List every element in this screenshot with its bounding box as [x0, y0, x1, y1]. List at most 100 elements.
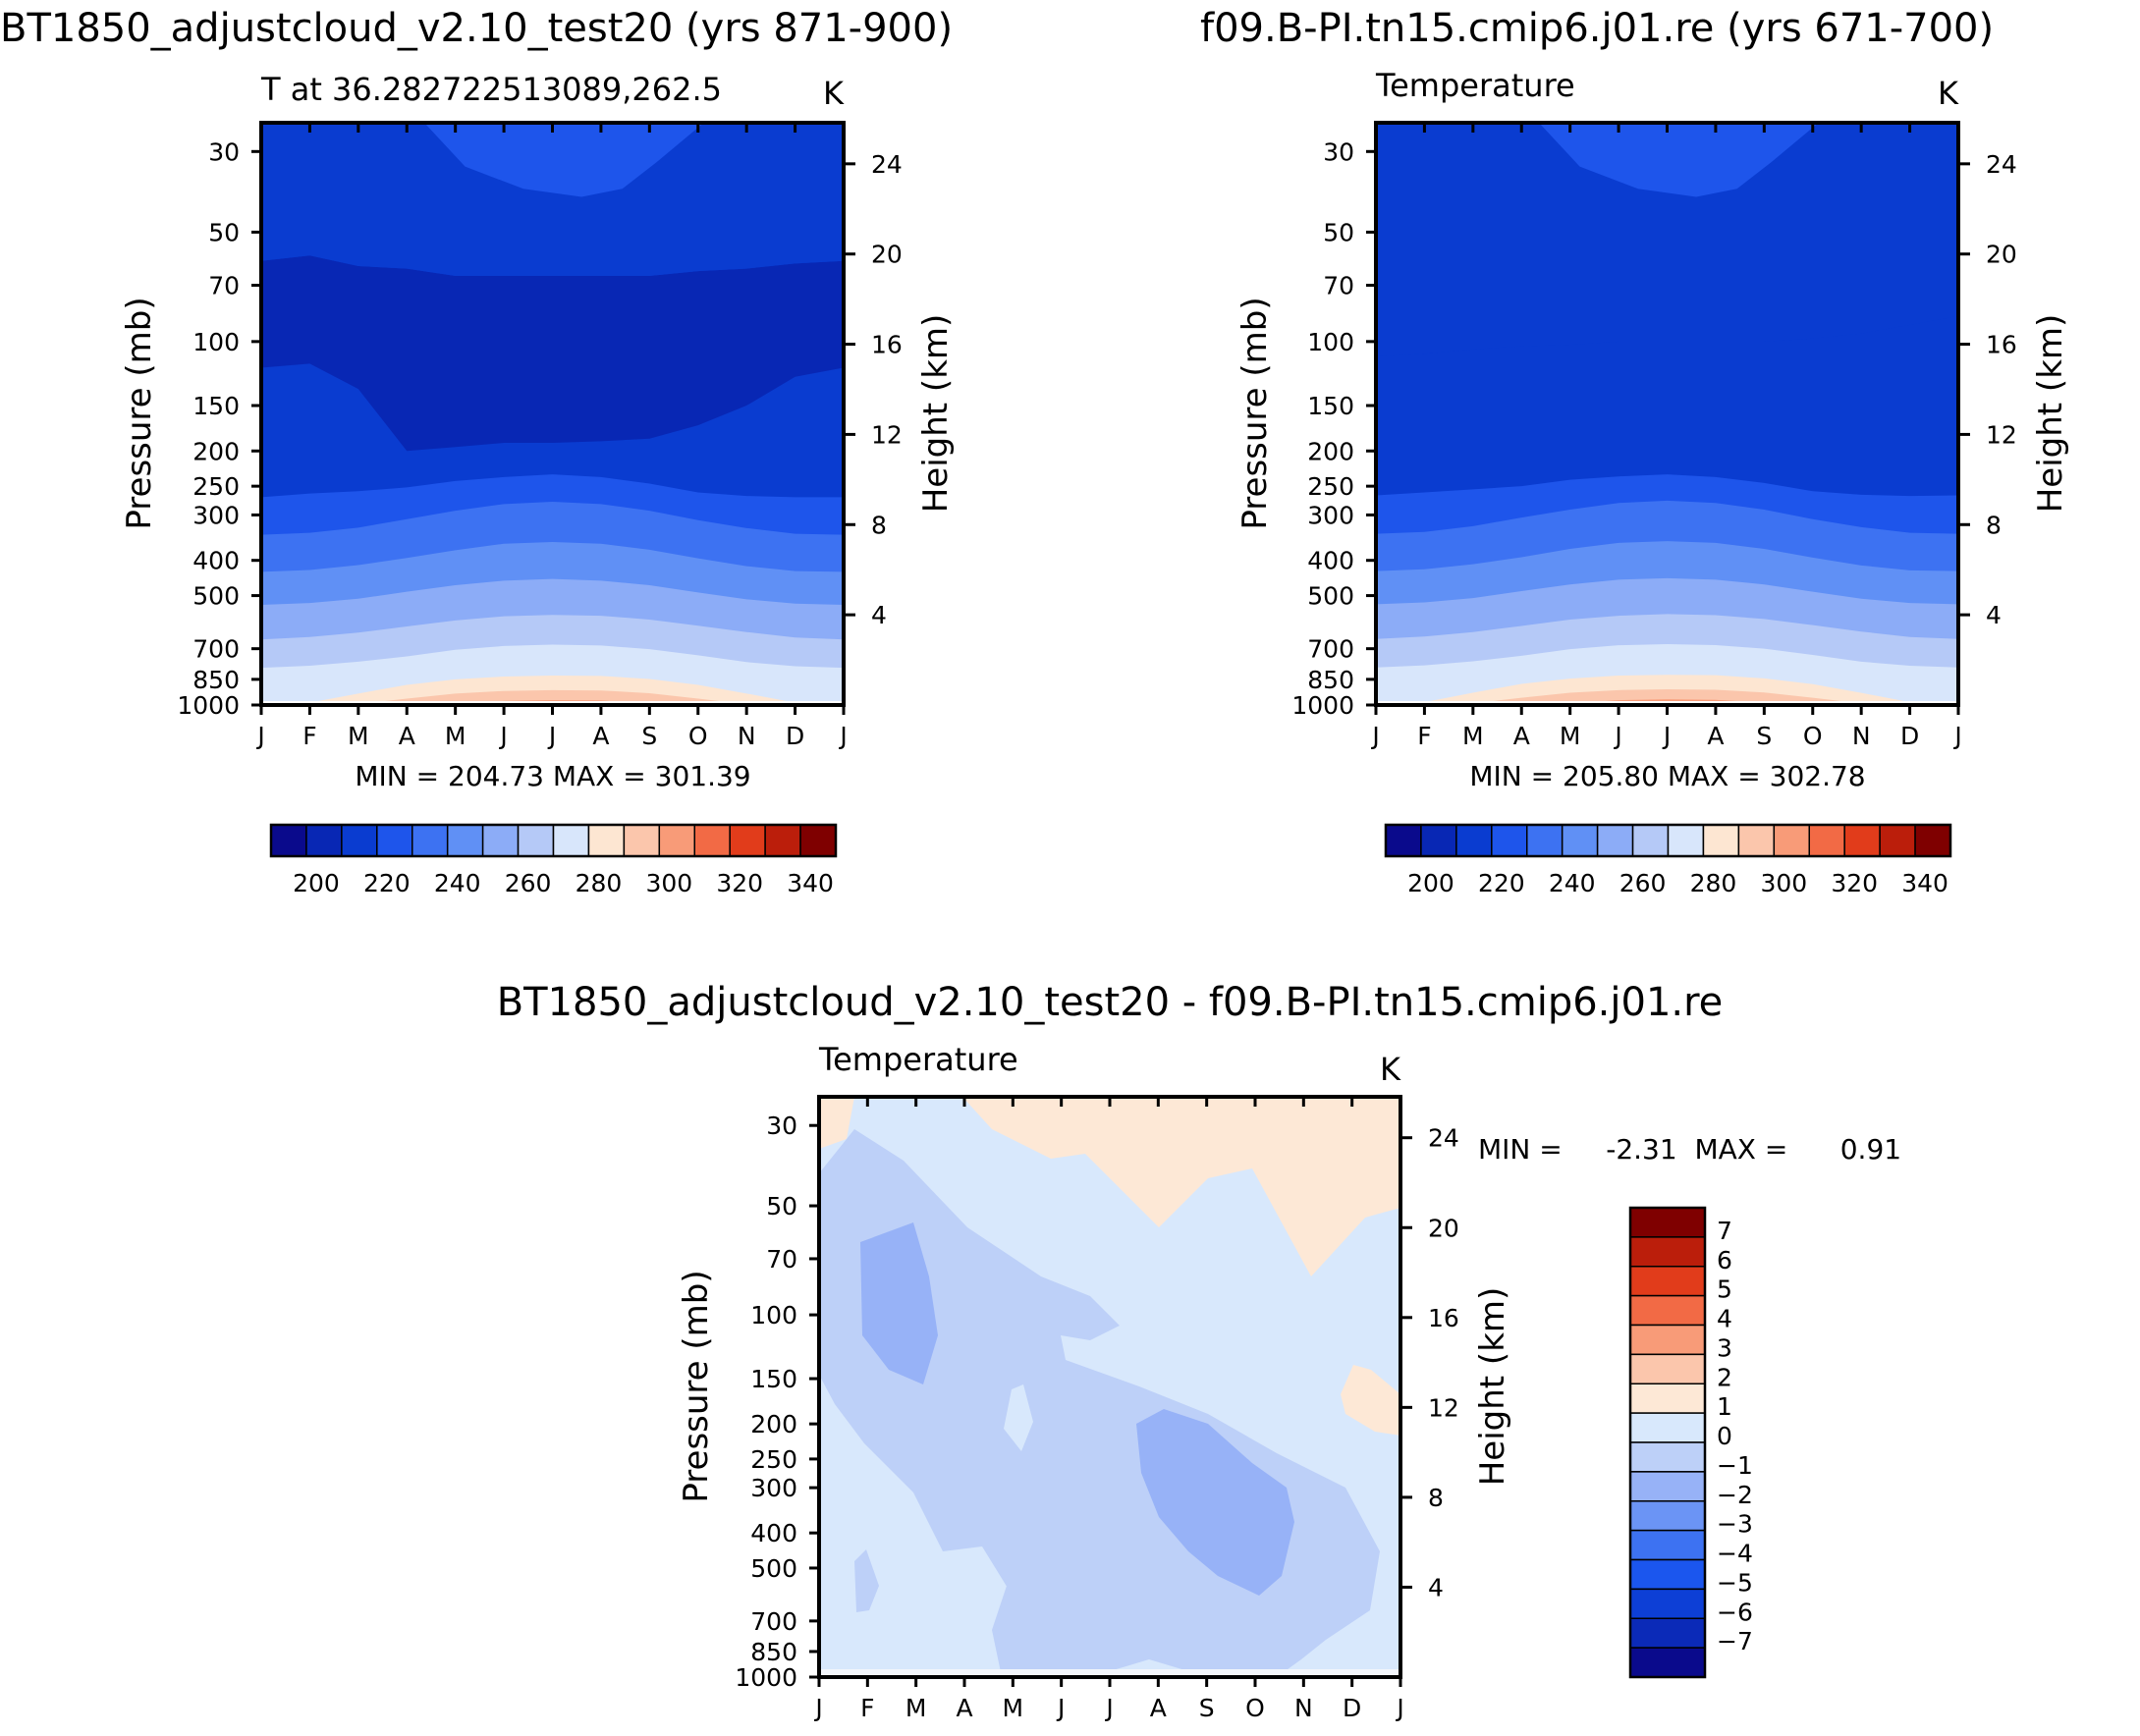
colorbar-swatch — [1629, 1529, 1706, 1561]
right-min-max-stats: MIN = 205.80 MAX = 302.78 — [1469, 760, 1865, 792]
y-tick-label: 100 — [750, 1301, 797, 1329]
x-tick-label: J — [1662, 722, 1671, 750]
y-tick-label: 200 — [192, 437, 240, 465]
y-tick-label: 30 — [208, 137, 240, 166]
diff-fill-positive-dec — [1341, 1365, 1400, 1436]
colorbar-label: 200 — [293, 869, 340, 897]
colorbar-label: −1 — [1717, 1451, 1753, 1480]
height-tick-label: 8 — [1986, 511, 2002, 539]
colorbar-swatch — [623, 824, 661, 857]
colorbar-swatch — [1629, 1617, 1706, 1649]
colorbar-swatch — [1629, 1647, 1706, 1678]
colorbar-swatch — [1420, 824, 1457, 857]
height-tick-label: 16 — [1428, 1304, 1459, 1332]
x-tick-label: M — [1462, 722, 1484, 750]
right-right-axis: 24 20 16 12 8 4 — [1958, 150, 2017, 629]
colorbar-label: 280 — [1690, 869, 1737, 897]
diff-figure-title: BT1850_adjustcloud_v2.10_test20 - f09.B-… — [497, 980, 1724, 1025]
y-tick-label: 300 — [1307, 501, 1354, 529]
colorbar-swatch — [1629, 1324, 1706, 1356]
height-tick-label: 24 — [1428, 1124, 1459, 1153]
y-tick-label: 200 — [1307, 437, 1354, 465]
x-tick-label: D — [786, 722, 804, 750]
y-tick-label: 400 — [750, 1519, 797, 1547]
left-y-axis-label: Pressure (mb) — [120, 297, 159, 529]
colorbar-swatch — [1629, 1294, 1706, 1327]
colorbar-swatch — [412, 824, 449, 857]
x-tick-label: J — [1056, 1694, 1065, 1722]
right-colorbar: 200 220 240 260 280 300 320 340 — [1384, 823, 1952, 897]
colorbar-swatch — [1385, 824, 1422, 857]
colorbar-swatch — [1526, 824, 1564, 857]
x-tick-label: M — [1003, 1694, 1024, 1722]
colorbar-label: 260 — [505, 869, 552, 897]
x-tick-label: S — [1756, 722, 1772, 750]
colorbar-label: −5 — [1717, 1568, 1753, 1597]
x-tick-label: A — [1707, 722, 1724, 750]
height-tick-label: 4 — [1428, 1573, 1444, 1601]
contour-band — [1376, 123, 1958, 357]
height-tick-label: 20 — [1428, 1214, 1459, 1242]
colorbar-swatch — [1629, 1471, 1706, 1502]
contour-band — [1376, 688, 1958, 705]
colorbar-swatch — [658, 824, 695, 857]
y-tick-label: 700 — [1307, 635, 1354, 664]
height-tick-label: 8 — [871, 511, 887, 539]
colorbar-swatch — [1629, 1353, 1706, 1384]
x-tick-label: J — [838, 722, 847, 750]
diff-fill-positive-upper-left — [819, 1097, 854, 1149]
x-tick-label: S — [641, 722, 657, 750]
x-tick-label: M — [348, 722, 369, 750]
y-tick-label: 400 — [1307, 547, 1354, 575]
colorbar-label: 2 — [1717, 1363, 1732, 1391]
height-tick-label: 8 — [1428, 1484, 1444, 1512]
colorbar-swatch — [1914, 824, 1951, 857]
y-tick-label: 500 — [192, 582, 240, 611]
right-y-axis-label: Pressure (mb) — [1235, 297, 1275, 529]
colorbar-label: −6 — [1717, 1598, 1753, 1626]
colorbar-swatch — [1596, 824, 1634, 857]
colorbar-swatch — [270, 824, 307, 857]
y-tick-label: 250 — [192, 472, 240, 501]
colorbar-swatch — [446, 824, 484, 857]
y-tick-label: 850 — [750, 1638, 797, 1666]
colorbar-swatch — [1629, 1441, 1706, 1473]
colorbar-label: −4 — [1717, 1540, 1753, 1568]
colorbar-swatch — [764, 824, 801, 857]
colorbar-swatch — [1737, 824, 1776, 857]
left-figure-title: BT1850_adjustcloud_v2.10_test20 (yrs 871… — [0, 6, 953, 51]
height-tick-label: 24 — [871, 150, 903, 179]
colorbar-label: 4 — [1717, 1305, 1732, 1333]
left-colorbar: 200 220 240 260 280 300 320 340 — [269, 823, 838, 897]
colorbar-label: 1 — [1717, 1392, 1732, 1421]
x-tick-label: A — [399, 722, 415, 750]
x-tick-label: J — [547, 722, 556, 750]
x-tick-label: M — [445, 722, 466, 750]
colorbar-swatch — [729, 824, 766, 857]
colorbar-swatch — [1561, 824, 1599, 857]
colorbar-swatch — [587, 824, 626, 857]
x-tick-label: N — [738, 722, 756, 750]
y-tick-label: 500 — [750, 1554, 797, 1583]
colorbar-swatch — [305, 824, 343, 857]
colorbar-label: −7 — [1717, 1627, 1753, 1655]
y-tick-label: 250 — [1307, 472, 1354, 501]
right-units-label: K — [1938, 75, 1959, 112]
y-tick-label: 70 — [766, 1245, 797, 1274]
height-tick-label: 12 — [871, 420, 903, 449]
right-plot-subtitle: Temperature — [1375, 67, 1575, 104]
colorbar-label: 220 — [363, 869, 411, 897]
y-tick-label: 150 — [192, 392, 240, 420]
y-tick-label: 850 — [192, 666, 240, 694]
colorbar-swatch — [552, 824, 590, 857]
right-contour-fills — [1376, 123, 1958, 705]
y-tick-label: 700 — [192, 635, 240, 664]
colorbar-swatch — [517, 824, 555, 857]
colorbar-label: 300 — [1760, 869, 1807, 897]
colorbar-label: 0 — [1717, 1422, 1732, 1450]
